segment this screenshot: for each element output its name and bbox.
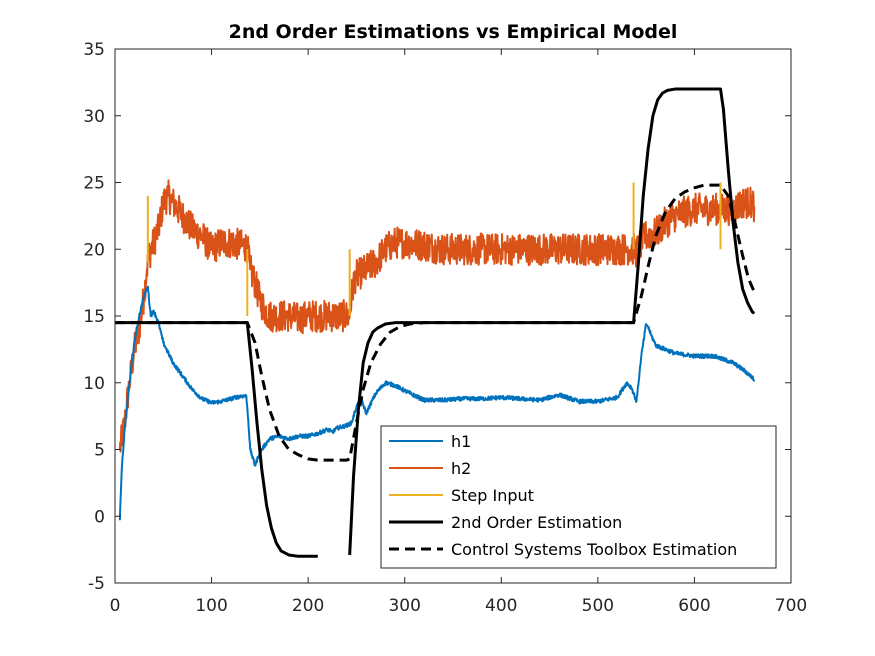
x-tick-label: 500 [582,596,614,616]
y-tick-label: 20 [83,240,105,260]
legend-label: Step Input [451,486,534,505]
y-tick-label: 30 [83,107,105,127]
legend-box [380,425,777,569]
x-tick-label: 300 [388,596,420,616]
series-line-h1 [118,285,756,521]
chart-title: 2nd Order Estimations vs Empirical Model [229,21,678,43]
y-tick-label: -5 [88,574,105,594]
legend: h1 h2 Step Input 2nd Order Estimation Contro… [380,425,777,569]
legend-label: h2 [451,459,471,478]
y-tick-label: 25 [83,174,105,194]
y-tick-label: 15 [83,307,105,327]
y-tick-label: 5 [94,441,105,461]
plot-lines [115,87,756,558]
x-tick-label: 100 [195,596,227,616]
y-tick-label: 10 [83,374,105,394]
y-tick-label: 0 [94,507,105,527]
x-tick-label: 400 [485,596,517,616]
x-tick-label: 200 [292,596,324,616]
series-line-control-systems-toolbox-estimation [115,183,756,462]
y-tick-label: 35 [83,40,105,60]
legend-label: h1 [451,432,471,451]
series-line-step-input [146,182,722,316]
x-tick-label: 0 [110,596,121,616]
legend-label: 2nd Order Estimation [451,513,622,532]
x-tick-label: 600 [678,596,710,616]
x-tick-label: 700 [775,596,807,616]
legend-label: Control Systems Toolbox Estimation [451,540,737,559]
series-line-h2 [118,179,756,453]
